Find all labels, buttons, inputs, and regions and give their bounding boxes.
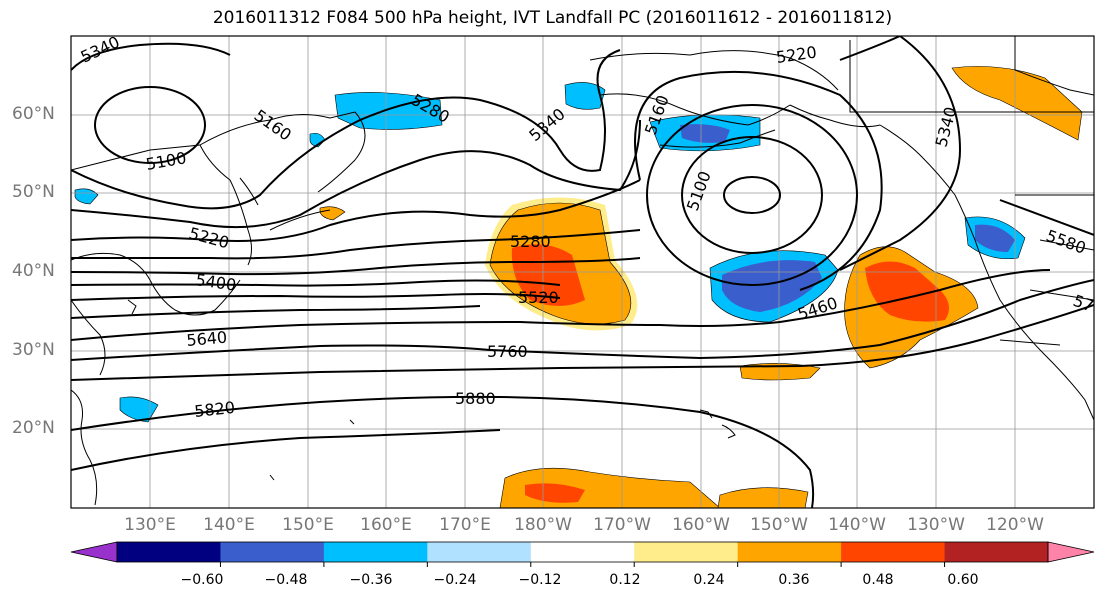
colorbar-extend-low — [70, 541, 118, 563]
colorbar-tick-label: −0.48 — [264, 572, 308, 588]
colorbar-swatch — [634, 542, 739, 562]
colorbar-tick-label: −0.24 — [433, 572, 477, 588]
lon-label: 140°E — [203, 515, 255, 535]
lon-label: 130°W — [907, 515, 965, 535]
colorbar-extend-high — [1047, 541, 1095, 563]
colorbar-tick-label: −0.36 — [349, 572, 393, 588]
colorbar-tick-label: 0.12 — [609, 572, 641, 588]
colorbar-tick-label: 0.48 — [862, 572, 894, 588]
contour-label: 5820 — [193, 398, 235, 421]
map-title: 2016011312 F084 500 hPa height, IVT Land… — [212, 8, 893, 28]
lat-label: 40°N — [12, 261, 55, 281]
positive-anomaly-region — [717, 487, 809, 508]
negative-anomaly-region — [975, 224, 1015, 252]
coastlines — [71, 36, 1094, 506]
lat-label: 20°N — [12, 418, 55, 438]
colorbar-swatch — [323, 542, 428, 562]
height-contours — [71, 36, 1094, 508]
colorbar-swatch — [117, 542, 221, 562]
lon-label: 170°W — [593, 515, 651, 535]
colorbar-swatch — [427, 542, 532, 562]
lon-label: 180°W — [514, 515, 572, 535]
colorbar-tick-label: 0.24 — [693, 572, 725, 588]
map-frame — [70, 35, 1095, 509]
contour-label: 5760 — [487, 342, 528, 361]
lon-label: 150°E — [282, 515, 334, 535]
lon-label: 170°E — [439, 515, 491, 535]
negative-anomaly-region — [564, 82, 606, 110]
contour-label: 5640 — [186, 328, 228, 350]
lon-label: 130°E — [124, 515, 176, 535]
colorbar-tick-label: −0.12 — [518, 572, 562, 588]
lon-label: 140°W — [828, 515, 886, 535]
lat-label: 60°N — [12, 104, 55, 124]
positive-anomaly-region — [511, 244, 585, 306]
negative-anomaly-region — [119, 396, 159, 423]
lon-label: 160°E — [360, 515, 412, 535]
colorbar-tick-label: −0.60 — [180, 572, 224, 588]
positive-anomaly-region — [739, 363, 821, 381]
lon-label: 120°W — [986, 515, 1044, 535]
lat-label: 50°N — [12, 182, 55, 202]
lon-label: 150°W — [750, 515, 808, 535]
positive-anomaly-region — [525, 483, 585, 503]
contour-label: 5280 — [510, 232, 551, 251]
positive-anomaly-region — [951, 66, 1083, 141]
colorbar-swatch — [220, 542, 325, 562]
colorbar-outline — [116, 541, 1049, 563]
contour-label: 5880 — [455, 389, 496, 408]
colorbar-tick-label: 0.60 — [947, 572, 979, 588]
lat-label: 30°N — [12, 340, 55, 360]
colorbar-swatch — [841, 542, 946, 562]
contour-label: 5520 — [518, 288, 559, 307]
colorbar-swatch — [944, 542, 1049, 562]
positive-anomaly-region — [865, 261, 949, 322]
positive-anomaly-region — [319, 206, 346, 221]
lon-label: 160°W — [672, 515, 730, 535]
colorbar — [70, 541, 1095, 567]
negative-anomaly-region — [680, 124, 730, 143]
negative-anomaly-region — [309, 132, 326, 148]
colorbar-tick-label: 0.36 — [778, 572, 810, 588]
colorbar-swatch — [737, 542, 842, 562]
colorbar-swatch — [530, 542, 635, 562]
negative-anomaly-region — [722, 260, 822, 312]
